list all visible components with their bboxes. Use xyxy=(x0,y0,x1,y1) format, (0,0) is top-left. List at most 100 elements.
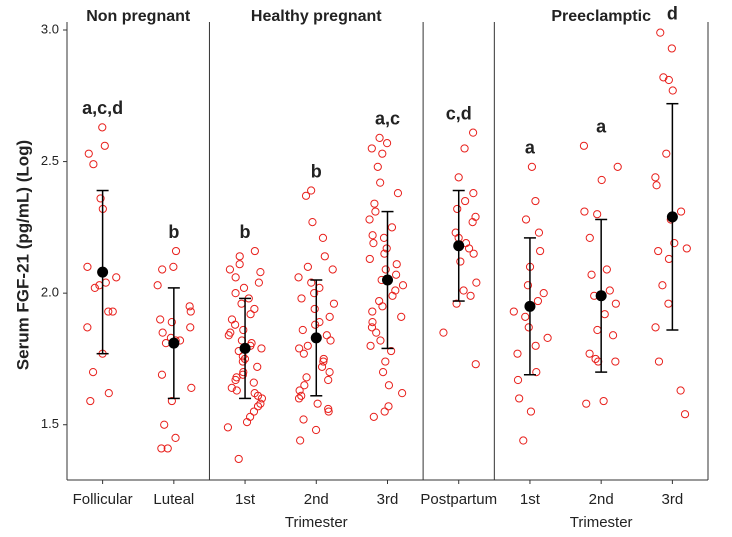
data-point xyxy=(534,228,544,237)
data-point xyxy=(153,281,162,290)
data-point xyxy=(439,328,448,337)
data-point xyxy=(513,349,522,358)
x-tick-label: 1st xyxy=(520,491,541,508)
data-point xyxy=(384,402,393,411)
data-point xyxy=(599,396,608,406)
data-point xyxy=(387,223,397,232)
significance-letters: a xyxy=(525,138,536,158)
data-point xyxy=(585,349,594,358)
data-point xyxy=(167,396,176,406)
data-point xyxy=(256,268,265,277)
data-point xyxy=(536,246,545,256)
data-point xyxy=(367,144,376,153)
data-point xyxy=(527,162,537,171)
data-point xyxy=(257,394,267,403)
data-point xyxy=(580,207,589,216)
data-point xyxy=(299,415,308,424)
data-point xyxy=(88,368,98,377)
data-point xyxy=(378,149,387,158)
data-point xyxy=(456,257,465,266)
data-point xyxy=(464,244,474,253)
data-point xyxy=(384,381,394,390)
data-point xyxy=(158,265,167,274)
data-point xyxy=(398,281,408,290)
data-point xyxy=(242,418,252,427)
data-point xyxy=(238,357,247,366)
data-point xyxy=(373,162,382,171)
data-point xyxy=(313,399,322,408)
data-point xyxy=(658,281,667,290)
data-point xyxy=(250,246,259,256)
data-point xyxy=(680,410,690,419)
data-point xyxy=(670,239,679,248)
data-point xyxy=(365,215,374,224)
data-point xyxy=(652,181,661,190)
data-point xyxy=(392,260,401,269)
data-point xyxy=(249,407,259,416)
data-point xyxy=(651,323,660,332)
data-point xyxy=(295,386,304,395)
data-point xyxy=(468,218,477,227)
data-point xyxy=(585,233,594,242)
data-point xyxy=(593,325,602,335)
group-label: Non pregnant xyxy=(86,8,191,25)
data-point xyxy=(325,368,334,377)
data-point xyxy=(84,149,93,158)
data-point xyxy=(381,265,390,274)
data-point xyxy=(257,344,266,353)
data-point xyxy=(328,265,337,274)
data-point xyxy=(597,175,606,185)
data-point xyxy=(294,394,304,403)
data-point xyxy=(460,144,469,153)
x-group-axis-label: Trimester xyxy=(285,514,348,531)
data-point xyxy=(249,378,258,387)
data-point xyxy=(157,444,166,453)
data-point xyxy=(254,278,263,287)
data-point xyxy=(307,278,316,287)
mean-point xyxy=(453,240,465,252)
data-point xyxy=(231,289,240,298)
significance-letters: a,c xyxy=(375,109,400,129)
mean-point xyxy=(595,290,607,302)
mean-point xyxy=(239,342,251,354)
data-point xyxy=(369,412,378,421)
data-point xyxy=(468,128,478,137)
y-tick-label: 2.5 xyxy=(41,153,59,168)
data-point xyxy=(298,325,307,335)
data-point xyxy=(96,194,105,203)
data-point xyxy=(223,423,233,432)
data-point xyxy=(521,215,531,224)
data-point xyxy=(368,307,377,316)
x-tick-label: Postpartum xyxy=(420,491,497,508)
data-point xyxy=(367,323,377,332)
data-point xyxy=(366,341,375,350)
data-point xyxy=(303,262,312,271)
data-point xyxy=(234,454,243,464)
data-point xyxy=(509,307,518,316)
y-tick-label: 2.0 xyxy=(41,285,59,300)
data-point xyxy=(523,281,533,290)
data-point xyxy=(365,254,374,264)
y-tick-label: 1.5 xyxy=(41,416,59,431)
data-point xyxy=(376,178,385,187)
data-point xyxy=(472,278,481,287)
y-tick-label: 3.0 xyxy=(41,21,59,36)
data-point xyxy=(453,204,462,214)
data-point xyxy=(235,252,244,261)
data-point xyxy=(329,299,339,308)
data-point xyxy=(225,265,235,274)
data-point xyxy=(83,323,92,332)
data-point xyxy=(163,444,172,453)
data-point xyxy=(593,210,602,219)
data-point xyxy=(89,160,98,169)
x-group-axis-label: Trimester xyxy=(570,514,633,531)
data-point xyxy=(533,296,543,306)
data-point xyxy=(186,307,195,316)
data-point xyxy=(158,328,167,337)
data-point xyxy=(382,139,392,148)
data-point xyxy=(311,425,321,435)
y-axis-title: Serum FGF-21 (pg/mL) (Log) xyxy=(13,140,32,370)
data-point xyxy=(302,373,311,382)
data-point xyxy=(300,381,309,390)
data-point xyxy=(454,173,463,182)
